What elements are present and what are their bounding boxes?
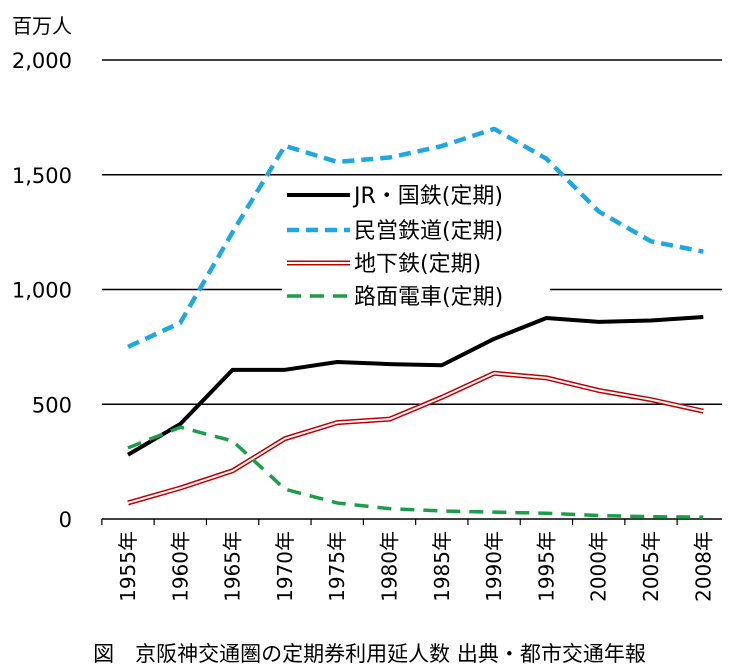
x-tick-label: 1970年	[273, 531, 297, 602]
y-tick-label: 500	[32, 393, 72, 417]
legend-label: 民営鉄道(定期)	[354, 219, 503, 244]
chart-caption: 図 京阪神交通圏の定期券利用延人数 出典・都市交通年報	[93, 642, 646, 666]
x-tick-label: 1975年	[325, 531, 349, 602]
legend-label: JR・国鉄(定期)	[352, 184, 503, 209]
y-tick-label: 1,000	[12, 279, 72, 303]
x-tick-label: 1955年	[116, 531, 140, 602]
x-tick-label: 1960年	[168, 531, 192, 602]
x-tick-label: 1985年	[430, 531, 454, 602]
legend-background	[282, 178, 550, 308]
x-tick-label: 2008年	[691, 531, 715, 602]
y-tick-label: 1,500	[12, 164, 72, 188]
y-tick-label: 0	[59, 508, 72, 532]
y-axis-unit-label: 百万人	[12, 14, 72, 38]
series-line-3	[127, 425, 704, 519]
series-line-0	[126, 315, 704, 457]
x-tick-label: 1990年	[482, 531, 506, 602]
legend-label: 路面電車(定期)	[354, 285, 503, 310]
x-tick-label: 2005年	[639, 531, 663, 602]
x-tick-label: 2000年	[587, 531, 611, 602]
x-tick-label: 1980年	[378, 531, 402, 602]
x-tick-label: 1995年	[534, 531, 558, 602]
y-tick-label: 2,000	[12, 49, 72, 73]
series-line-2-inner	[127, 372, 704, 504]
x-tick-label: 1965年	[221, 531, 245, 602]
legend-label: 地下鉄(定期)	[354, 252, 481, 277]
series-line-1	[127, 126, 704, 349]
